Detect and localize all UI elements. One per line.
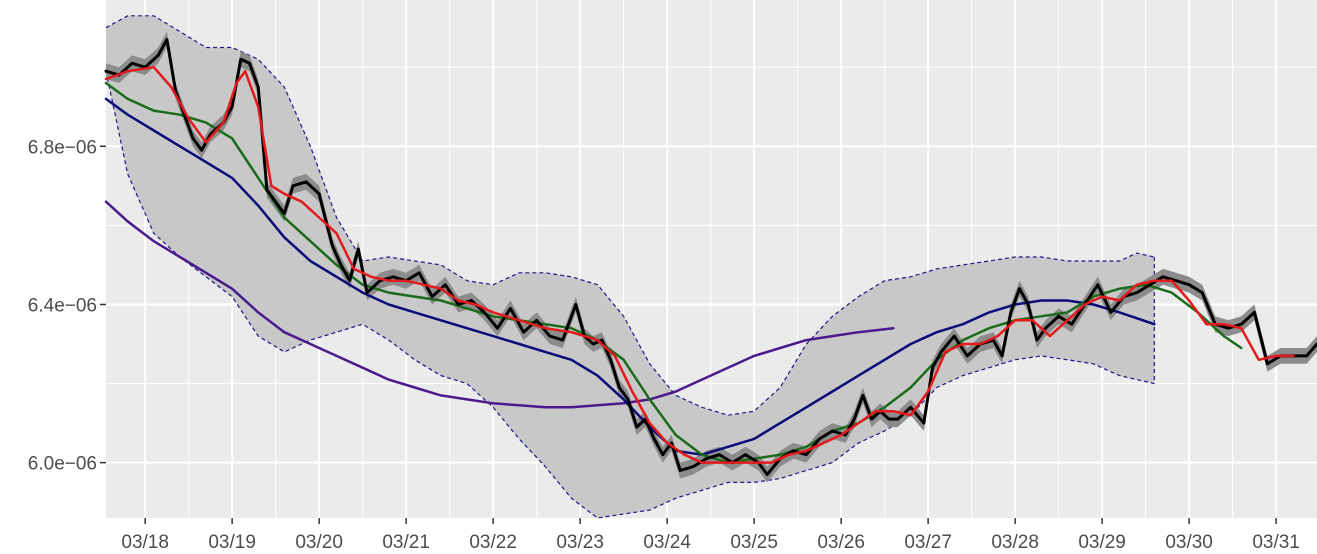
x-axis: 03/18 03/19 03/20 03/21 03/22 03/23 03/24 03/25…	[121, 518, 1300, 553]
y-tick-label: 6.4e−06	[28, 295, 97, 316]
x-tick-label: 03/23	[556, 532, 604, 553]
x-tick-label: 03/26	[817, 532, 865, 553]
y-tick-label: 6.0e−06	[28, 454, 97, 475]
x-tick-label: 03/18	[121, 532, 169, 553]
series-green-line	[104, 81, 1243, 464]
series-layer	[104, 31, 1317, 483]
x-tick-label: 03/19	[208, 532, 256, 553]
y-tick-label: 6.8e−06	[28, 137, 97, 158]
x-tick-label: 03/30	[1165, 532, 1213, 553]
series-red-line	[104, 65, 1295, 464]
series-navy-line	[104, 97, 1156, 456]
band-fill	[106, 15, 1155, 519]
x-tick-label: 03/27	[904, 532, 952, 553]
band-upper-edge	[105, 15, 1155, 416]
x-tick-label: 03/28	[991, 532, 1039, 553]
x-tick-label: 03/25	[730, 532, 778, 553]
x-tick-label: 03/21	[382, 532, 430, 553]
band-lower-edge	[105, 71, 1155, 519]
y-axis: 6.0e−06 6.4e−06 6.8e−06	[28, 137, 106, 475]
x-tick-label: 03/22	[469, 532, 517, 553]
series-purple-line	[104, 200, 895, 409]
x-tick-label: 03/31	[1252, 532, 1300, 553]
x-tick-label: 03/24	[643, 532, 691, 553]
x-tick-label: 03/29	[1078, 532, 1126, 553]
x-tick-label: 03/20	[295, 532, 343, 553]
